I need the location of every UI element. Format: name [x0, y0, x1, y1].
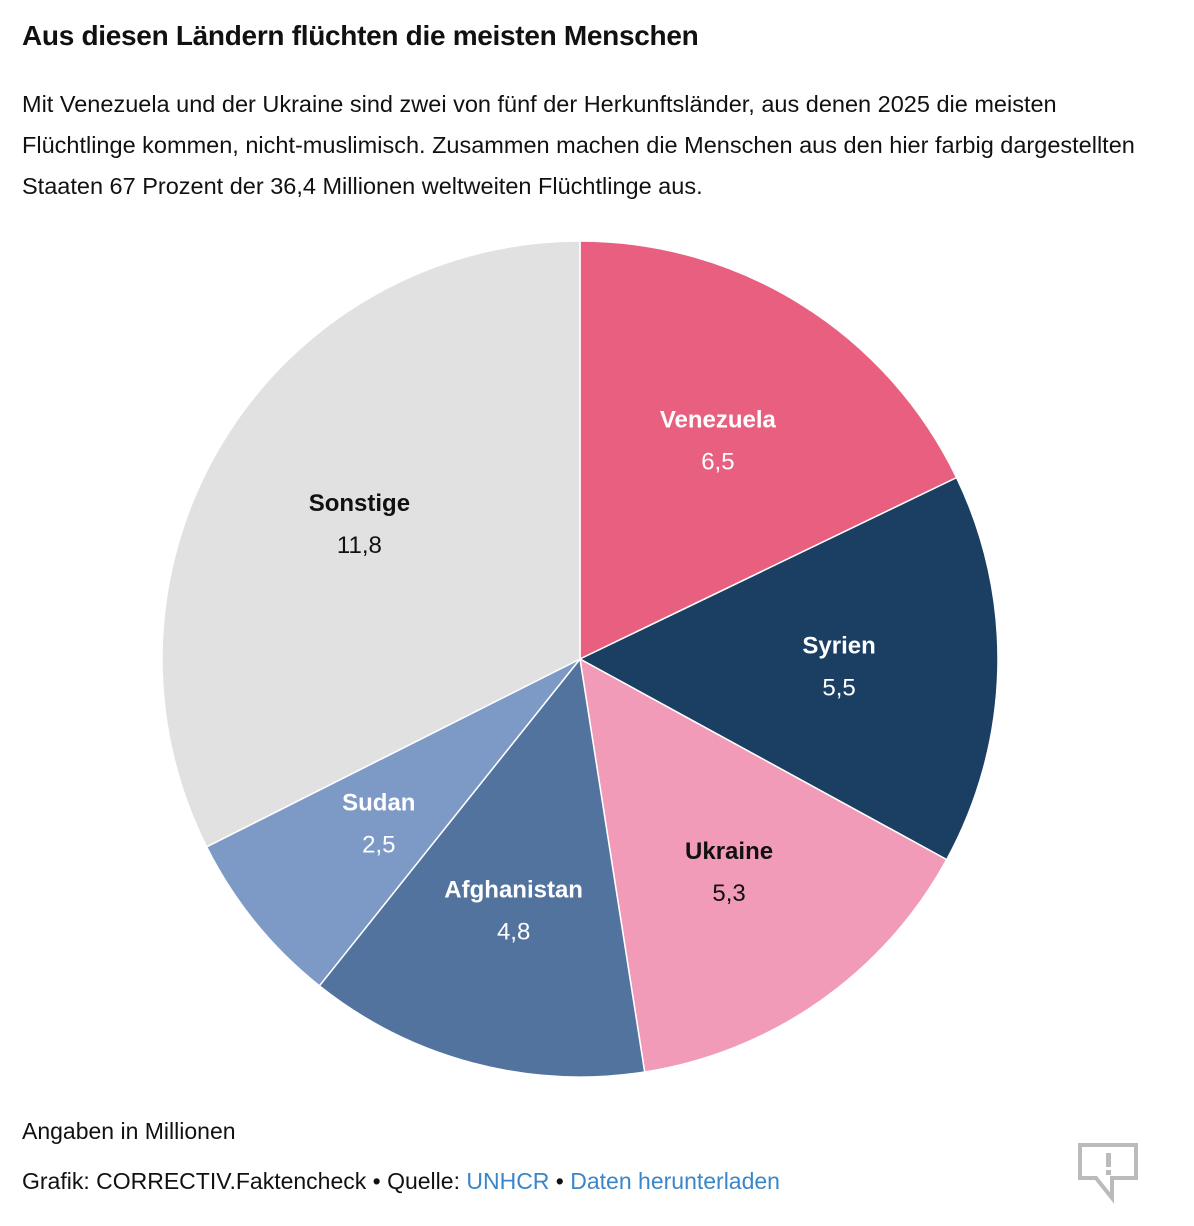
slice-value: 5,5 — [822, 675, 855, 702]
pie-slice-afghanistan[interactable] — [318, 657, 646, 1078]
pie-slice-ukraine[interactable] — [579, 657, 948, 1073]
slice-value: 2,5 — [362, 831, 395, 858]
slice-value: 5,3 — [712, 880, 745, 907]
source-link[interactable]: UNHCR — [466, 1168, 550, 1194]
speech-bubble-exclamation-icon[interactable] — [1078, 1142, 1140, 1209]
slice-label: Venezuela — [660, 407, 777, 434]
separator: • — [549, 1168, 571, 1194]
pie-chart: Venezuela 6,5 Syrien 5,5 Ukraine 5,3 Afghanist… — [161, 240, 999, 1078]
slice-label: Syrien — [802, 633, 875, 660]
credit-text: Grafik: CORRECTIV.Faktencheck • Quelle: — [22, 1168, 467, 1194]
pie-slice-sonstige[interactable] — [161, 240, 581, 848]
slice-label: Sonstige — [309, 490, 410, 517]
slice-value: 4,8 — [497, 919, 530, 946]
slice-value: 6,5 — [701, 449, 734, 476]
pie-slice-venezuela[interactable] — [579, 240, 958, 661]
chart-subtitle: Mit Venezuela und der Ukraine sind zwei … — [22, 91, 1135, 199]
download-link[interactable]: Daten herunterladen — [570, 1168, 780, 1194]
unit-note: Angaben in Millionen — [22, 1118, 236, 1144]
slice-label: Afghanistan — [444, 877, 583, 904]
chart-title: Aus diesen Ländern flüchten die meisten … — [22, 20, 699, 51]
pie-slice-sudan[interactable] — [205, 658, 581, 987]
slice-label: Sudan — [342, 789, 415, 816]
slice-label: Ukraine — [685, 838, 773, 865]
pie-slice-syrien[interactable] — [578, 476, 999, 861]
credit-line: Grafik: CORRECTIV.Faktencheck • Quelle: … — [22, 1168, 780, 1195]
slice-value: 11,8 — [337, 532, 382, 559]
